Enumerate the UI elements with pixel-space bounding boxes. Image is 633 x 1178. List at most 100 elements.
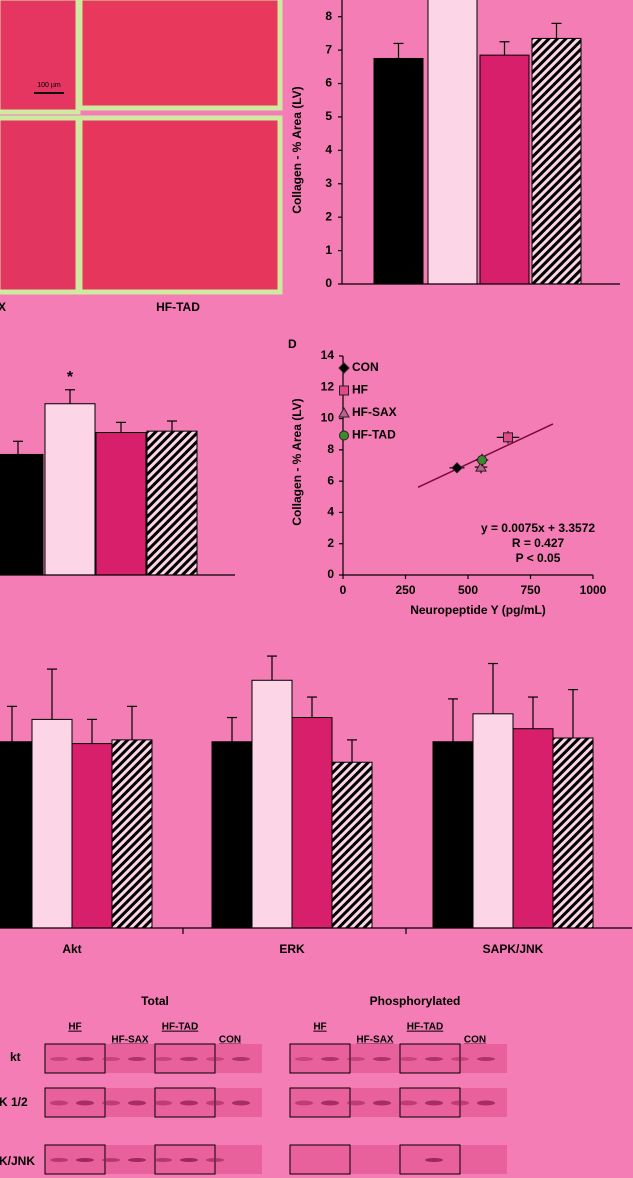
bar	[427, 0, 478, 285]
lane-label: HF-SAX	[356, 1035, 394, 1046]
blot-band	[102, 1158, 120, 1162]
blot-box	[399, 1043, 461, 1074]
blot-band	[373, 1057, 391, 1061]
blot-band	[128, 1158, 146, 1162]
x-tick-label: 0	[340, 583, 347, 597]
panel-label: D	[288, 337, 297, 351]
lane-label: HF	[68, 1022, 81, 1033]
y-tick-label: 3	[325, 176, 332, 190]
blot-band	[154, 1057, 172, 1061]
bar	[479, 54, 530, 285]
x-tick-label: 500	[458, 583, 478, 597]
blot-group-title: Total	[141, 994, 169, 1008]
y-tick-label: 4	[325, 143, 332, 157]
stat-annotation: y = 0.0075x + 3.3572	[481, 521, 595, 535]
y-tick-label: 7	[325, 42, 332, 56]
x-tick-label: 750	[520, 583, 540, 597]
legend-marker	[339, 430, 349, 441]
blot-band	[180, 1100, 198, 1106]
blot-band	[76, 1057, 94, 1061]
trendline	[417, 423, 554, 488]
blot-band	[206, 1100, 224, 1106]
blot-band	[76, 1100, 94, 1106]
blot-box	[154, 1043, 216, 1074]
bar	[31, 718, 73, 929]
y-axis-label: Collagen - % Area (LV)	[290, 86, 304, 213]
bar	[512, 728, 554, 929]
blot-band	[347, 1057, 365, 1061]
lane-label: HF	[313, 1022, 326, 1033]
legend-marker	[338, 406, 350, 418]
lane-label: CON	[464, 1035, 486, 1046]
blot-row-label: K 1/2	[0, 1095, 28, 1109]
blot-box	[399, 1087, 461, 1118]
blot-band	[180, 1158, 198, 1162]
x-tick-label: 250	[395, 583, 415, 597]
tissue-tile	[0, 115, 81, 295]
y-tick-label: 0	[325, 276, 332, 290]
legend-label: CON	[352, 360, 379, 374]
x-tick-label: 1000	[580, 583, 607, 597]
blot-band	[206, 1057, 224, 1061]
y-tick-label: 14	[321, 348, 335, 362]
bar	[146, 430, 198, 576]
blot-box	[44, 1087, 106, 1118]
blot-box	[289, 1087, 351, 1118]
significance-mark: *	[67, 369, 74, 386]
blot-band	[321, 1057, 339, 1061]
blot-band	[373, 1100, 391, 1106]
legend-marker	[338, 362, 350, 374]
y-tick-label: 8	[325, 9, 332, 23]
y-tick-label: 8	[327, 442, 334, 456]
x-axis-label: Neuropeptide Y (pg/mL)	[410, 603, 546, 617]
blot-band	[154, 1100, 172, 1106]
blot-box	[289, 1043, 351, 1074]
legend-label: HF	[352, 383, 368, 397]
y-tick-label: 5	[325, 109, 332, 123]
blot-band	[347, 1100, 365, 1106]
blot-band	[154, 1158, 172, 1162]
y-tick-label: 6	[325, 76, 332, 90]
y-tick-label: 12	[321, 379, 335, 393]
blot-band	[50, 1100, 68, 1106]
blot-band	[295, 1100, 313, 1106]
point	[503, 432, 513, 443]
blot-band	[399, 1057, 417, 1061]
bar	[331, 761, 373, 929]
blot-band	[180, 1057, 198, 1061]
bar	[531, 37, 582, 285]
y-tick-label: 10	[321, 411, 335, 425]
blot-band	[451, 1057, 469, 1061]
point	[475, 461, 487, 472]
stat-annotation: P < 0.05	[516, 551, 561, 565]
y-tick-label: 4	[327, 505, 334, 519]
bar	[432, 741, 474, 929]
blot-band	[425, 1057, 443, 1061]
lane-label: CON	[219, 1035, 241, 1046]
blot-band	[128, 1057, 146, 1061]
blot-box	[44, 1043, 106, 1074]
blot-band	[295, 1057, 313, 1061]
legend-label: HF-SAX	[352, 405, 397, 419]
tissue-tile	[77, 115, 283, 295]
blot-band	[451, 1100, 469, 1106]
blot-group-title: Phosphorylated	[370, 994, 461, 1008]
blot-box	[399, 1144, 461, 1175]
y-tick-label: 2	[327, 536, 334, 550]
blot-row-label: kt	[10, 1050, 21, 1064]
blot-band	[425, 1100, 443, 1106]
legend-label: HF-TAD	[352, 428, 396, 442]
point	[477, 455, 487, 466]
blot-band	[128, 1100, 146, 1106]
blot-band	[102, 1057, 120, 1061]
tissue-tile	[0, 0, 81, 115]
blot-band	[206, 1158, 224, 1162]
group-label: X	[0, 300, 6, 314]
stat-annotation: R = 0.427	[512, 536, 565, 550]
y-axis-label: Collagen - % Area (LV)	[290, 398, 304, 525]
bar	[44, 403, 96, 576]
blot-band	[399, 1100, 417, 1106]
blot-band	[232, 1057, 250, 1061]
bar	[373, 57, 424, 285]
blot-band	[321, 1100, 339, 1106]
